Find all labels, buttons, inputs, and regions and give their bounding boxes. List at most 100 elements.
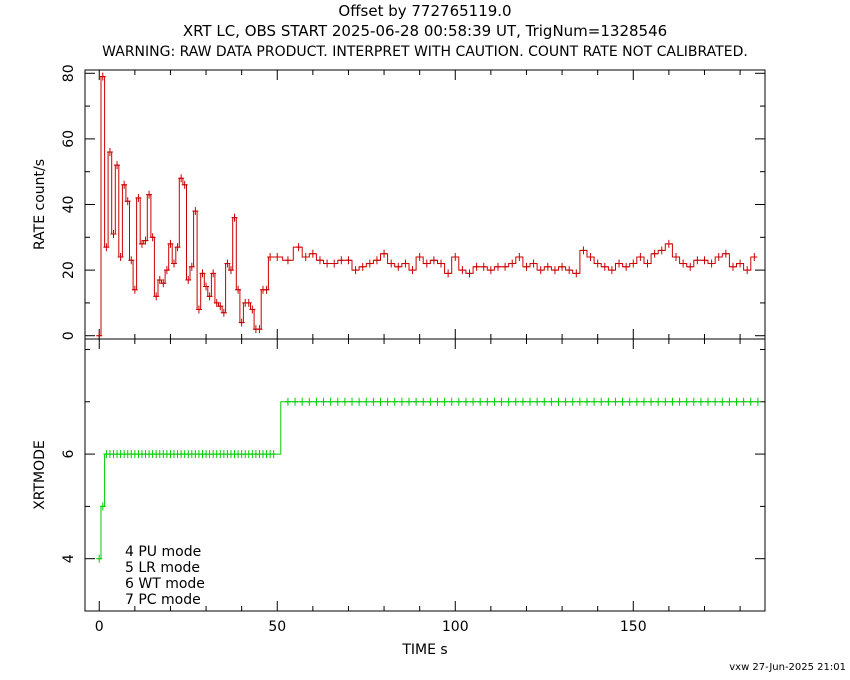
rate-data-point [373, 256, 380, 265]
rate-data-point [715, 252, 722, 261]
mode-data-point [626, 397, 633, 406]
xtick-label: 100 [442, 619, 469, 635]
mode-data-point [605, 397, 612, 406]
rate-data-point [423, 259, 430, 268]
rate-data-point [388, 259, 395, 268]
plot-title-obs: XRT LC, OBS START 2025-06-28 00:58:39 UT… [182, 22, 668, 40]
rate-data-point [160, 279, 167, 288]
rate-data-point [235, 285, 242, 294]
rate-data-point [502, 262, 509, 271]
rate-data-point [131, 285, 138, 294]
rate-data-point [551, 266, 558, 275]
mode-data-point [462, 397, 469, 406]
mode-data-point [548, 397, 555, 406]
rate-data-point [206, 292, 213, 301]
mode-data-point [576, 397, 583, 406]
rate-data-point [487, 266, 494, 275]
rate-data-point [238, 318, 245, 327]
rate-data-point [366, 259, 373, 268]
mode-data-point [541, 397, 548, 406]
rate-data-point [188, 262, 195, 271]
rate-data-point [302, 252, 309, 261]
rate-data-point [516, 252, 523, 261]
mode-ytick-label: 4 [61, 554, 77, 563]
rate-data-point [530, 259, 537, 268]
rate-data-point [245, 298, 252, 307]
mode-data-point [96, 554, 103, 563]
mode-data-point [334, 397, 341, 406]
mode-data-point [405, 397, 412, 406]
rate-data-point [256, 325, 263, 334]
rate-data-point [381, 249, 388, 258]
mode-data-point [477, 397, 484, 406]
mode-data-point [648, 397, 655, 406]
rate-data-point [637, 252, 644, 261]
rate-data-point [523, 262, 530, 271]
mode-data-point [534, 397, 541, 406]
rate-data-point [608, 266, 615, 275]
mode-data-point [420, 397, 427, 406]
rate-data-point [153, 292, 160, 301]
rate-data-point [445, 269, 452, 278]
mode-data-point [491, 397, 498, 406]
rate-ytick-label: 20 [61, 261, 77, 279]
rate-data-point [722, 249, 729, 258]
rate-ytick-label: 80 [61, 64, 77, 82]
rate-data-point [178, 174, 185, 183]
rate-data-point [203, 282, 210, 291]
rate-data-point [737, 259, 744, 268]
rate-data-point [459, 266, 466, 275]
mode-data-point [705, 397, 712, 406]
rate-data-point [665, 239, 672, 248]
rate-data-point [680, 259, 687, 268]
mode-data-point [320, 397, 327, 406]
footer-timestamp: vxw 27-Jun-2025 21:01 [729, 662, 846, 673]
rate-data-point [438, 259, 445, 268]
rate-data-point [658, 246, 665, 255]
xtick-label: 50 [268, 619, 286, 635]
rate-data-point [267, 252, 274, 261]
mode-data-point [384, 397, 391, 406]
rate-data-point [117, 252, 124, 261]
rate-data-point [729, 262, 736, 271]
rate-data-point [324, 259, 331, 268]
rate-data-point [651, 249, 658, 258]
rate-data-point [559, 262, 566, 271]
mode-data-point [754, 397, 761, 406]
rate-data-point [744, 266, 751, 275]
rate-data-point [99, 72, 106, 81]
rate-data-point [224, 259, 231, 268]
rate-data-point [199, 269, 206, 278]
xtick-label: 0 [95, 619, 104, 635]
mode-data-point [313, 397, 320, 406]
rate-data-point [142, 236, 149, 245]
rate-data-point [509, 259, 516, 268]
rate-data-point [110, 230, 117, 239]
rate-data-point [694, 256, 701, 265]
rate-data-point [124, 197, 131, 206]
xlabel: TIME s [401, 642, 447, 658]
rate-data-point [359, 262, 366, 271]
rate-data-point [106, 148, 113, 157]
mode-data-point [662, 397, 669, 406]
mode-data-point [740, 397, 747, 406]
mode-data-point [683, 397, 690, 406]
mode-data-point [519, 397, 526, 406]
mode-data-point [99, 502, 106, 511]
rate-data-point [263, 285, 270, 294]
mode-data-point [690, 397, 697, 406]
legend-entry: 6 WT mode [125, 576, 205, 592]
rate-data-point [644, 259, 651, 268]
rate-data-point [149, 233, 156, 242]
rate-data-point [138, 239, 145, 248]
rate-data-point [284, 256, 291, 265]
rate-data-point [430, 256, 437, 265]
mode-data-point [591, 397, 598, 406]
mode-data-point [633, 397, 640, 406]
plot-title-offset: Offset by 772765119.0 [338, 2, 512, 20]
mode-data-point [655, 397, 662, 406]
rate-data-point [156, 275, 163, 284]
mode-data-point [527, 397, 534, 406]
rate-data-point [128, 256, 135, 265]
